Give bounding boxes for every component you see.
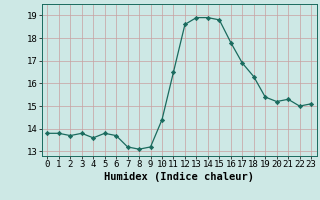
X-axis label: Humidex (Indice chaleur): Humidex (Indice chaleur) bbox=[104, 172, 254, 182]
